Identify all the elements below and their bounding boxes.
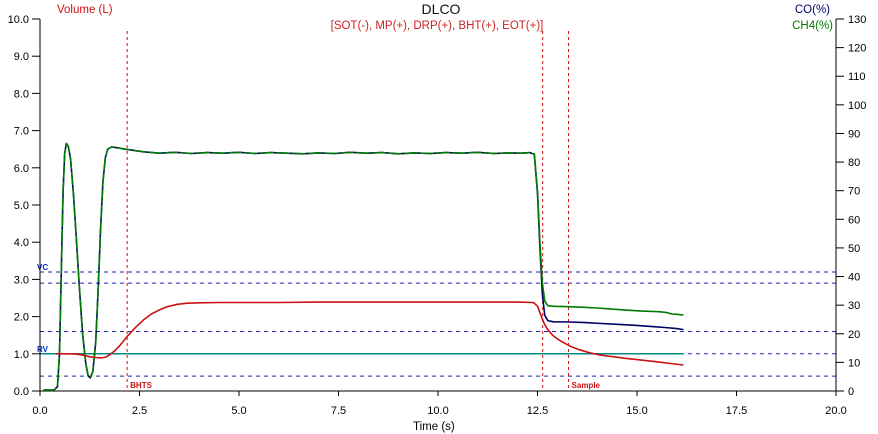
reference-label-rv: RV	[37, 345, 49, 354]
x-axis-tick-label: 7.5	[331, 405, 346, 417]
ch4-trace-overlap	[43, 142, 536, 391]
right-axis-tick-label: 130	[848, 14, 866, 26]
x-axis-tick-label: 20.0	[825, 405, 846, 417]
left-axis-tick-label: 6.0	[14, 163, 29, 175]
right-axis-tick-label: 70	[848, 186, 860, 198]
left-axis-tick-label: 1.0	[14, 349, 29, 361]
right-axis-tick-label: 20	[848, 329, 860, 341]
left-axis-tick-label: 7.0	[14, 126, 29, 138]
right-axis-tick-label: 30	[848, 300, 860, 312]
x-axis-tick-label: 10.0	[427, 405, 448, 417]
right-axis-tick-label: 100	[848, 100, 866, 112]
volume-trace	[55, 301, 684, 366]
right-axis-tick-label: 40	[848, 272, 860, 284]
left-axis-tick-label: 10.0	[8, 14, 29, 26]
left-axis-tick-label: 5.0	[14, 200, 29, 212]
left-axis-tick-label: 3.0	[14, 274, 29, 286]
right-axis-tick-label: 110	[848, 71, 866, 83]
x-axis-tick-label: 15.0	[626, 405, 647, 417]
left-axis-title: Volume (L)	[57, 4, 113, 16]
x-axis-title: Time (s)	[413, 421, 455, 433]
right-axis-tick-label: 90	[848, 128, 860, 140]
event-label-bhts: BHTS	[130, 381, 152, 390]
x-axis-tick-label: 17.5	[726, 405, 747, 417]
right-axis-tick-label: 60	[848, 214, 860, 226]
x-axis-tick-label: 12.5	[527, 405, 548, 417]
left-axis-tick-label: 2.0	[14, 312, 29, 324]
right-axis-tick-label: 10	[848, 357, 860, 369]
reference-label-vc: VC	[37, 263, 48, 272]
x-axis-tick-label: 2.5	[132, 405, 147, 417]
left-axis-tick-label: 4.0	[14, 237, 29, 249]
right-axis-ch4-title: CH4(%)	[792, 20, 833, 32]
event-label-sample: Sample	[572, 381, 601, 390]
right-axis-tick-label: 0	[848, 386, 854, 398]
left-axis-tick-label: 0.0	[14, 386, 29, 398]
ch4-trace-tail	[533, 153, 684, 316]
right-axis-tick-label: 50	[848, 243, 860, 255]
chart-subtitle: [SOT(-), MP(+), DRP(+), BHT(+), EOT(+)]	[331, 20, 544, 32]
chart-title: DLCO	[422, 1, 461, 17]
right-axis-tick-label: 120	[848, 43, 866, 55]
x-axis-tick-label: 0.0	[32, 405, 47, 417]
left-axis-tick-label: 9.0	[14, 51, 29, 63]
x-axis-tick-label: 5.0	[231, 405, 246, 417]
left-axis-tick-label: 8.0	[14, 88, 29, 100]
right-axis-co-title: CO(%)	[795, 4, 830, 16]
plot-area: VC RV BHTS Sample 0.0 1.0 2.0 3.0 4.0 5.0 6.0 7.0 8.…	[8, 14, 867, 417]
right-axis-tick-label: 80	[848, 157, 860, 169]
